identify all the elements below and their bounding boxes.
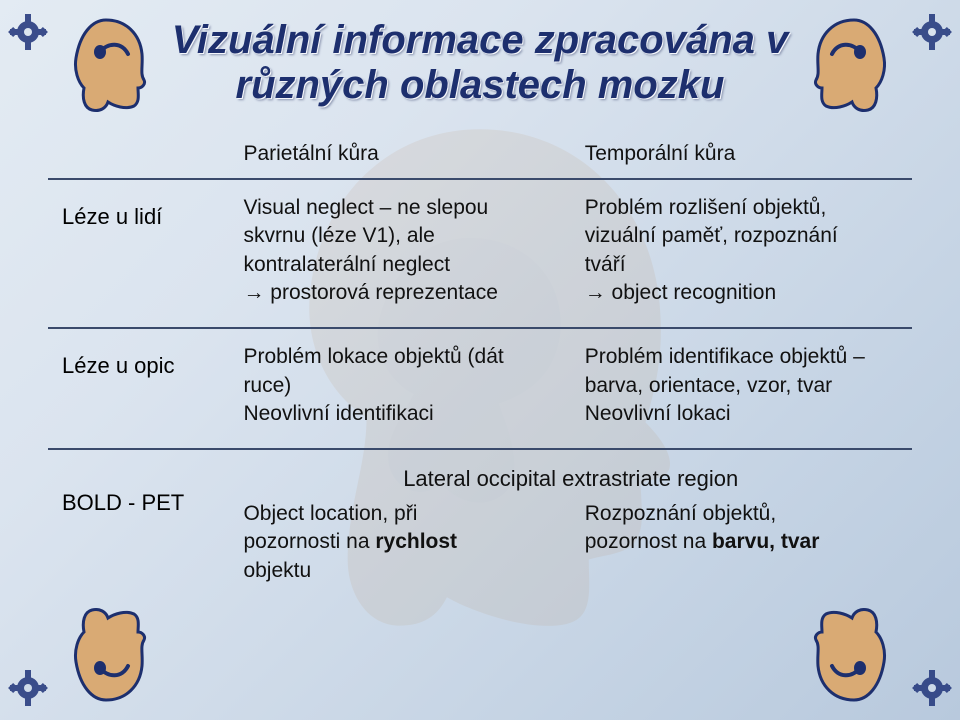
text-line: Neovlivní identifikaci: [243, 402, 433, 425]
cell-bold-pet-left: Object location, při pozornosti na rychl…: [243, 500, 570, 585]
slide-title: Vizuální informace zpracována v různých …: [48, 18, 912, 108]
text-line: kontralaterální neglect: [243, 253, 450, 276]
text-line: Problém rozlišení objektů,: [585, 196, 827, 219]
cell-humans-parietal: Visual neglect – ne slepou skvrnu (léze …: [229, 179, 570, 327]
text-line: → object recognition: [585, 281, 776, 304]
row-label-humans: Léze u lidí: [48, 179, 229, 327]
table-row-bold-pet: BOLD - PET Lateral occipital extrastriat…: [48, 449, 912, 591]
title-line-2: různých oblastech mozku: [236, 63, 725, 107]
text-line: Rozpoznání objektů,: [585, 502, 776, 525]
text-line: tváří: [585, 253, 626, 276]
text-bold: rychlost: [375, 530, 457, 553]
title-line-1: Vizuální informace zpracována v: [172, 18, 789, 62]
text-line: objektu: [243, 559, 311, 582]
text-bold: barvu, tvar: [712, 530, 819, 553]
text-line: ruce): [243, 374, 291, 397]
text-line: Problém lokace objektů (dát: [243, 345, 503, 368]
table-header-row: Parietální kůra Temporální kůra: [48, 134, 912, 178]
text-line: vizuální paměť, rozpoznání: [585, 224, 838, 247]
text-line: → prostorová reprezentace: [243, 281, 497, 304]
text-line: barva, orientace, vzor, tvar: [585, 374, 832, 397]
cell-monkeys-parietal: Problém lokace objektů (dát ruce) Neovli…: [229, 328, 570, 448]
table-row-monkeys: Léze u opic Problém lokace objektů (dát …: [48, 328, 912, 448]
cell-bold-pet-wrap: Lateral occipital extrastriate region Ob…: [229, 449, 912, 591]
text-line: pozornost na: [585, 530, 712, 553]
table-header-col2: Temporální kůra: [571, 134, 912, 178]
text-line: Object location, při: [243, 502, 417, 525]
table-row-humans: Léze u lidí Visual neglect – ne slepou s…: [48, 179, 912, 327]
row-label-bold-pet: BOLD - PET: [48, 449, 229, 591]
cell-humans-temporal: Problém rozlišení objektů, vizuální pamě…: [571, 179, 912, 327]
text-line: skvrnu (léze V1), ale: [243, 224, 434, 247]
text-line: Neovlivní lokaci: [585, 402, 731, 425]
text-line: Problém identifikace objektů –: [585, 345, 865, 368]
row-label-monkeys: Léze u opic: [48, 328, 229, 448]
content-table: Parietální kůra Temporální kůra Léze u l…: [48, 134, 912, 591]
table-header-empty: [48, 134, 229, 178]
text-line: Visual neglect – ne slepou: [243, 196, 488, 219]
text-line: pozornosti na: [243, 530, 375, 553]
cell-bold-pet-right: Rozpoznání objektů, pozornost na barvu, …: [571, 500, 898, 585]
region-subtitle: Lateral occipital extrastriate region: [243, 464, 898, 500]
table-header-col1: Parietální kůra: [229, 134, 570, 178]
slide-container: Vizuální informace zpracována v různých …: [0, 0, 960, 720]
cell-monkeys-temporal: Problém identifikace objektů – barva, or…: [571, 328, 912, 448]
